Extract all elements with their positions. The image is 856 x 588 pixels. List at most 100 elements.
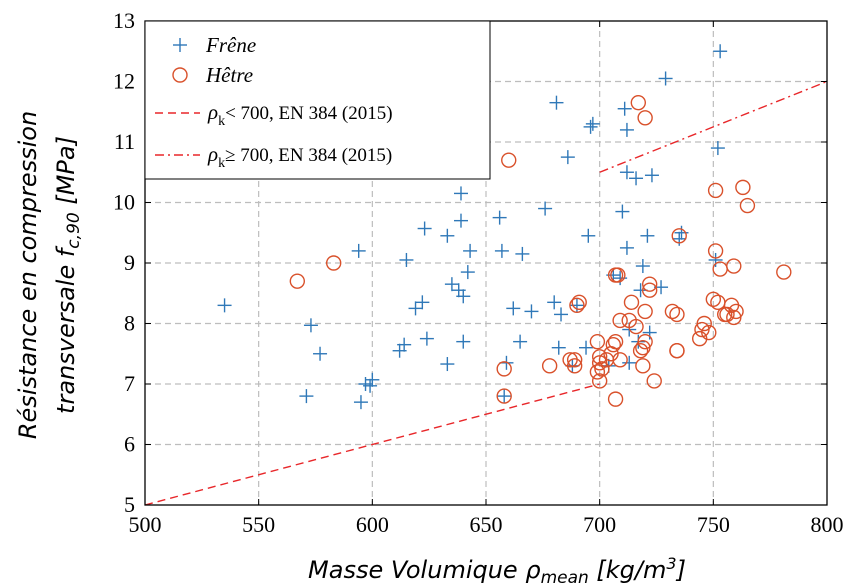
legend-item-hetre: Hêtre <box>172 63 253 87</box>
point-hetre <box>594 361 610 377</box>
point-frene <box>217 298 232 313</box>
point-frene <box>615 204 630 219</box>
point-hetre <box>646 373 662 389</box>
legend-label-ref-high: ρk≥ 700, EN 384 (2015) <box>207 142 392 171</box>
point-frene <box>351 243 366 258</box>
point-frene <box>463 243 478 258</box>
legend: Frêne Hêtre ρk< 700, EN 384 (2015) ρk≥ 7… <box>144 20 491 180</box>
point-frene <box>622 355 637 370</box>
point-frene <box>440 357 455 372</box>
point-hetre <box>628 318 644 335</box>
point-frene <box>408 301 423 316</box>
legend-circle-marker <box>172 67 188 83</box>
point-hetre <box>569 297 585 314</box>
point-hetre <box>719 306 735 323</box>
point-hetre <box>591 349 608 365</box>
point-frene <box>415 295 430 310</box>
point-hetre <box>496 361 512 377</box>
point-frene <box>538 201 553 216</box>
y-tick-label: 12 <box>113 69 135 94</box>
point-hetre <box>591 373 608 389</box>
point-hetre <box>612 312 628 329</box>
point-frene <box>494 243 509 258</box>
point-hetre <box>566 358 583 374</box>
point-frene <box>417 221 432 236</box>
point-frene <box>710 141 725 156</box>
ref-line-high <box>599 80 828 173</box>
point-hetre <box>496 388 512 404</box>
y-tick-label: 10 <box>113 190 135 215</box>
point-frene <box>560 150 575 165</box>
point-frene <box>524 304 539 319</box>
point-frene <box>554 307 569 322</box>
point-frene <box>363 378 378 393</box>
point-frene <box>397 337 412 352</box>
point-frene <box>551 340 566 355</box>
point-hetre <box>726 258 742 274</box>
x-tick-label: 500 <box>129 512 162 537</box>
point-frene <box>617 101 632 116</box>
point-hetre <box>707 182 724 199</box>
y-axis-title-line2: transversale fc,90 [MPa] <box>52 136 84 414</box>
point-frene <box>619 165 634 180</box>
point-frene <box>579 340 594 355</box>
point-hetre <box>728 303 744 320</box>
y-tick-label: 5 <box>124 492 135 517</box>
point-frene <box>513 334 528 349</box>
x-tick-label: 650 <box>470 512 503 537</box>
point-hetre <box>635 358 651 374</box>
point-hetre <box>669 343 685 359</box>
point-hetre <box>607 391 624 407</box>
data-points <box>217 44 792 410</box>
point-frene <box>581 228 596 243</box>
y-tick-label: 7 <box>124 371 135 396</box>
legend-plus-marker <box>173 38 187 52</box>
ref-line-low <box>144 383 600 506</box>
point-frene <box>583 119 598 134</box>
point-hetre <box>671 228 687 244</box>
point-hetre <box>610 267 626 283</box>
point-hetre <box>501 152 517 168</box>
point-frene <box>585 116 600 131</box>
legend-box <box>144 20 491 180</box>
point-hetre <box>712 261 728 277</box>
y-tick-label: 6 <box>124 432 135 457</box>
x-tick-label: 700 <box>583 512 616 537</box>
point-hetre <box>776 264 792 280</box>
y-tick-label: 11 <box>114 129 135 154</box>
point-hetre <box>669 306 685 323</box>
point-hetre <box>701 324 717 341</box>
point-hetre <box>541 358 558 374</box>
point-hetre <box>589 333 606 350</box>
point-hetre <box>637 333 653 350</box>
legend-item-ref-low: ρk< 700, EN 384 (2015) <box>155 100 393 129</box>
point-hetre <box>637 110 653 126</box>
legend-label-hetre: Hêtre <box>205 63 253 87</box>
point-frene <box>492 210 507 225</box>
legend-item-frene: Frêne <box>173 33 256 57</box>
point-hetre <box>735 179 751 196</box>
legend-label-frene: Frêne <box>205 33 256 57</box>
x-axis-title: Masse Volumique ρmean [kg/m3] <box>308 554 686 588</box>
reference-lines <box>144 80 828 506</box>
point-hetre <box>664 303 681 320</box>
point-frene <box>399 252 414 267</box>
point-hetre <box>632 343 649 359</box>
point-frene <box>619 240 634 255</box>
y-tick-label: 13 <box>113 8 135 33</box>
point-hetre <box>641 276 658 292</box>
legend-item-ref-high: ρk≥ 700, EN 384 (2015) <box>155 142 392 171</box>
point-hetre <box>589 364 606 380</box>
y-axis-title-line1: Résistance en compression <box>14 111 42 439</box>
x-tick-label: 800 <box>811 512 844 537</box>
point-frene <box>640 228 655 243</box>
point-hetre <box>566 352 583 368</box>
point-frene <box>713 44 728 59</box>
point-hetre <box>605 336 622 353</box>
point-frene <box>453 186 468 201</box>
point-frene <box>549 95 564 110</box>
point-hetre <box>325 255 342 271</box>
point-frene <box>453 213 468 228</box>
point-hetre <box>637 303 653 320</box>
